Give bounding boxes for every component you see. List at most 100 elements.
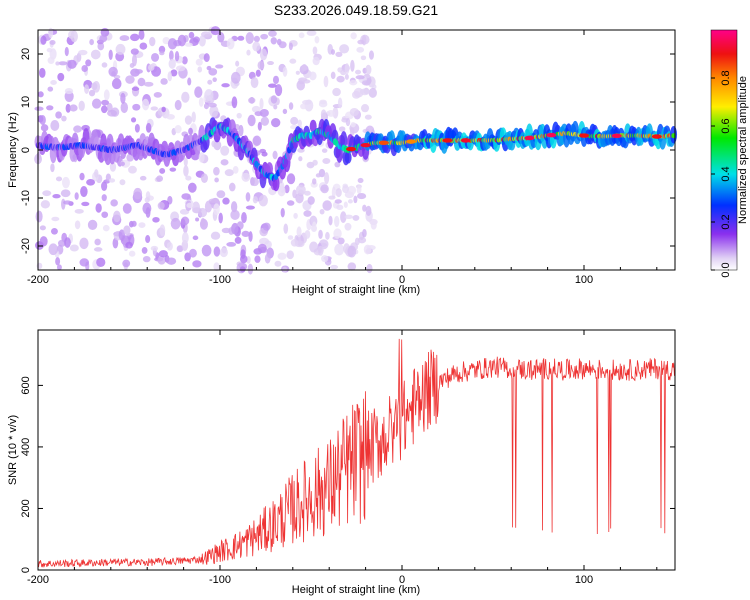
noise-blob [189,248,197,258]
noise-blob [150,106,159,111]
noise-blob [144,197,150,203]
noise-blob [55,257,61,266]
noise-blob [354,237,360,246]
noise-blob [187,182,197,193]
noise-blob [99,35,108,43]
y-tick-label: 0 [20,147,32,153]
noise-blob [360,55,367,61]
noise-blob [89,38,94,46]
noise-blob [321,255,329,263]
noise-blob [326,109,336,117]
x-tick-label: -200 [27,274,49,286]
noise-blob [120,92,126,104]
noise-blob [211,140,217,148]
noise-blob [325,231,330,240]
noise-blob [176,245,184,253]
noise-blob [208,198,219,203]
noise-blob [330,264,339,270]
noise-blob [191,111,196,123]
noise-blob [312,46,318,55]
noise-blob [137,77,146,87]
noise-blob [317,245,324,256]
noise-blob [270,95,278,104]
noise-blob [86,179,96,186]
noise-blob [122,259,131,268]
noise-blob [174,50,180,62]
noise-blob [159,51,165,56]
noise-blob [331,186,336,199]
noise-blob [37,91,44,98]
noise-blob [246,49,251,56]
noise-blob [342,185,350,194]
noise-blob [47,86,54,92]
snr-frame [37,329,676,571]
noise-blob [250,77,259,89]
noise-blob [103,89,110,101]
noise-blob [150,245,159,251]
noise-blob [50,120,60,131]
noise-blob [220,159,229,166]
noise-blob [219,247,228,258]
noise-blob [175,65,186,72]
noise-blob [344,73,349,80]
noise-blob [120,102,128,114]
noise-blob [141,247,148,254]
noise-blob [247,263,254,275]
noise-blob [296,80,306,91]
noise-blob [78,49,88,56]
noise-blob [319,208,325,215]
noise-blob [264,253,271,264]
noise-blob [304,229,311,239]
noise-blob [169,167,177,172]
noise-blob [334,243,345,256]
y-tick-label: -10 [20,190,32,206]
noise-blob [239,266,246,273]
noise-blob [337,97,343,109]
snr-y-ticks: 0 200 400 600 [20,376,675,573]
noise-blob [115,43,126,55]
noise-blob [237,35,245,41]
spectrogram-y-label: Frequency (Hz) [7,112,19,188]
noise-blob [208,102,217,108]
noise-blob [110,199,118,207]
noise-blob [270,37,277,45]
noise-blob [208,68,218,76]
noise-blob [200,217,206,227]
noise-blob [94,238,101,246]
noise-blob [112,237,119,249]
noise-blob [324,172,330,185]
noise-blob [320,184,329,194]
noise-blob [200,31,211,38]
noise-blob [245,192,251,202]
noise-blob [101,181,108,192]
noise-blob [55,176,63,182]
noise-blob [198,35,206,47]
noise-blob [39,67,46,78]
y-tick-label: 0 [20,567,32,573]
noise-blob [302,79,311,84]
noise-blob [252,41,261,52]
noise-blob [139,175,147,181]
noise-blob [39,225,46,231]
noise-blob [60,189,71,198]
noise-blob [295,70,300,75]
noise-blob [221,227,231,234]
noise-blob [289,58,297,64]
noise-blob [309,71,317,81]
noise-blob [224,169,234,177]
noise-blob [220,145,230,156]
noise-blob [166,257,177,265]
noise-blob [138,222,146,229]
noise-blob [359,88,370,96]
signal-halo [272,175,280,192]
noise-blob [174,99,182,111]
noise-blob [186,202,194,208]
noise-blob [218,212,223,224]
noise-blob [303,210,312,217]
colorbar-tick-label: 0.0 [720,262,732,277]
noise-blob [128,250,136,257]
noise-blob [235,60,240,67]
colorbar-tick-label: 0.6 [720,118,732,133]
noise-blob [259,98,264,110]
